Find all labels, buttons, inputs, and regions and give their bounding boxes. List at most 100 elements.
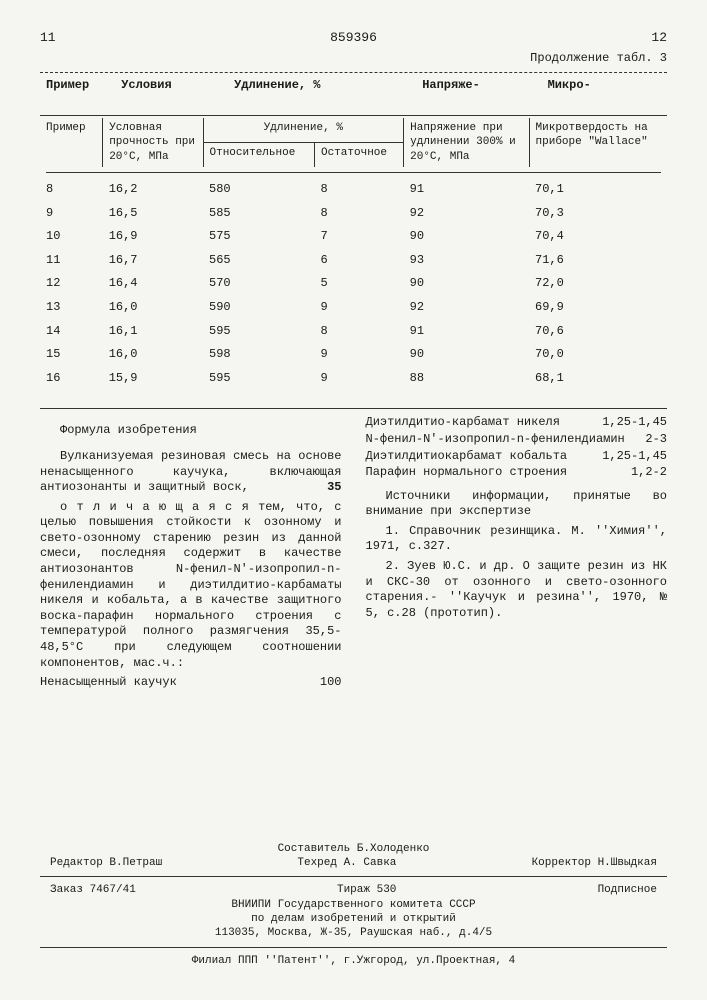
continuation-label: Продолжение табл. 3 bbox=[40, 51, 667, 67]
table-row: 1116,756569371,6 bbox=[40, 249, 667, 273]
editor: Редактор В.Петраш bbox=[50, 856, 162, 870]
text-columns: Формула изобретения Вулканизуемая резино… bbox=[40, 411, 667, 692]
ingredient-row: N-фенил-N'-изопропил-n-фенилендиамин2-3 bbox=[366, 432, 668, 448]
subscription: Подписное bbox=[598, 883, 657, 897]
right-page-no: 12 bbox=[651, 30, 667, 47]
table-cell: 15 bbox=[40, 343, 103, 367]
ingredient-value: 1,25-1,45 bbox=[602, 415, 667, 431]
th: Напряжение при удлинении 300% и 20°C, МП… bbox=[404, 118, 529, 167]
left-page-no: 11 bbox=[40, 30, 56, 47]
source-item: 1. Справочник резинщика. М. ''Химия'', 1… bbox=[366, 524, 668, 555]
table-cell: 70,1 bbox=[529, 178, 667, 202]
ingredient-value: 2-3 bbox=[645, 432, 667, 448]
table-cell: 16,0 bbox=[103, 296, 203, 320]
table-cell: 91 bbox=[404, 178, 529, 202]
ingredient-label: Диэтилдитиокарбамат кобальта bbox=[366, 449, 603, 465]
data-table: Пример Условная прочность при 20°C, МПа … bbox=[40, 118, 667, 390]
source-item: 2. Зуев Ю.С. и др. О защите резин из НК … bbox=[366, 559, 668, 621]
table-cell: 580 bbox=[203, 178, 314, 202]
th: Пример bbox=[40, 118, 103, 167]
table-cell: 11 bbox=[40, 249, 103, 273]
th: Условия bbox=[115, 75, 228, 97]
table-row: 916,558589270,3 bbox=[40, 202, 667, 226]
table-cell: 9 bbox=[314, 343, 403, 367]
table-cell: 590 bbox=[203, 296, 314, 320]
addr: 113035, Москва, Ж-35, Раушская наб., д.4… bbox=[40, 926, 667, 940]
table-cell: 92 bbox=[404, 202, 529, 226]
table-cell: 14 bbox=[40, 320, 103, 344]
table-cell: 90 bbox=[404, 343, 529, 367]
table-cell: 16,9 bbox=[103, 225, 203, 249]
divider bbox=[40, 115, 667, 116]
table-cell: 7 bbox=[314, 225, 403, 249]
table-cell: 8 bbox=[40, 178, 103, 202]
divider bbox=[40, 72, 667, 73]
table-cell: 16,7 bbox=[103, 249, 203, 273]
ingredient-row: Диэтилдитио-карбамат никеля1,25-1,45 bbox=[366, 415, 668, 431]
ingredient-label: Диэтилдитио-карбамат никеля bbox=[366, 415, 603, 431]
branch: Филиал ППП ''Патент'', г.Ужгород, ул.Про… bbox=[40, 954, 667, 968]
table-row: 1516,059899070,0 bbox=[40, 343, 667, 367]
table-cell: 8 bbox=[314, 202, 403, 226]
table-cell: 570 bbox=[203, 272, 314, 296]
table-cell: 68,1 bbox=[529, 367, 667, 391]
table-cell: 69,9 bbox=[529, 296, 667, 320]
table-cell: 6 bbox=[314, 249, 403, 273]
th: Удлинение, % bbox=[228, 75, 416, 97]
tirazh: Тираж 530 bbox=[337, 883, 396, 897]
table-cell: 595 bbox=[203, 320, 314, 344]
table-cell: 5 bbox=[314, 272, 403, 296]
table-row: 1615,959598868,1 bbox=[40, 367, 667, 391]
table-cell: 70,3 bbox=[529, 202, 667, 226]
table-cell: 13 bbox=[40, 296, 103, 320]
table-row: 1316,059099269,9 bbox=[40, 296, 667, 320]
table-cell: 93 bbox=[404, 249, 529, 273]
table-cell: 565 bbox=[203, 249, 314, 273]
table-cell: 70,4 bbox=[529, 225, 667, 249]
table-cell: 16,4 bbox=[103, 272, 203, 296]
ingredient-value: 1,2-2 bbox=[631, 465, 667, 481]
ingredient-row: Ненасыщенный каучук 100 bbox=[40, 675, 342, 691]
th: Микротвердость на приборе "Wallace" bbox=[529, 118, 667, 167]
table-row: 1016,957579070,4 bbox=[40, 225, 667, 249]
footer: Составитель Б.Холоденко Редактор В.Петра… bbox=[40, 842, 667, 968]
th: Микро- bbox=[542, 75, 667, 97]
table-cell: 91 bbox=[404, 320, 529, 344]
page-header: 11 859396 12 bbox=[40, 30, 667, 47]
table-cell: 16,1 bbox=[103, 320, 203, 344]
table-cell: 90 bbox=[404, 225, 529, 249]
table-cell: 16,0 bbox=[103, 343, 203, 367]
th: Напряже- bbox=[416, 75, 541, 97]
table-cell: 15,9 bbox=[103, 367, 203, 391]
table-cell: 12 bbox=[40, 272, 103, 296]
table-cell: 16,5 bbox=[103, 202, 203, 226]
divider bbox=[46, 172, 661, 173]
table-row: 1216,457059072,0 bbox=[40, 272, 667, 296]
table-cell: 575 bbox=[203, 225, 314, 249]
table-cell: 90 bbox=[404, 272, 529, 296]
order: Заказ 7467/41 bbox=[50, 883, 136, 897]
table-cell: 8 bbox=[314, 320, 403, 344]
ingredient-row: Диэтилдитиокарбамат кобальта1,25-1,45 bbox=[366, 449, 668, 465]
table-cell: 16,2 bbox=[103, 178, 203, 202]
ingredients-left: Ненасыщенный каучук 100 bbox=[40, 675, 342, 691]
table-row: 816,258089170,1 bbox=[40, 178, 667, 202]
table-cell: 9 bbox=[314, 367, 403, 391]
th: Условная прочность при 20°C, МПа bbox=[103, 118, 203, 167]
compiler: Составитель Б.Холоденко bbox=[40, 842, 667, 856]
table-cell: 10 bbox=[40, 225, 103, 249]
right-column: Диэтилдитио-карбамат никеля1,25-1,45N-фе… bbox=[366, 411, 668, 692]
table-cell: 585 bbox=[203, 202, 314, 226]
ingredient-value: 1,25-1,45 bbox=[602, 449, 667, 465]
table-cell: 9 bbox=[40, 202, 103, 226]
table-cell: 16 bbox=[40, 367, 103, 391]
ingredient-row: Парафин нормального строения1,2-2 bbox=[366, 465, 668, 481]
formula-title: Формула изобретения bbox=[40, 423, 342, 439]
table-row: 1416,159589170,6 bbox=[40, 320, 667, 344]
th: Остаточное bbox=[314, 143, 403, 167]
th: Относительное bbox=[203, 143, 314, 167]
table-cell: 598 bbox=[203, 343, 314, 367]
org: ВНИИПИ Государственного комитета СССР bbox=[40, 898, 667, 912]
table-cell: 595 bbox=[203, 367, 314, 391]
table-cell: 8 bbox=[314, 178, 403, 202]
